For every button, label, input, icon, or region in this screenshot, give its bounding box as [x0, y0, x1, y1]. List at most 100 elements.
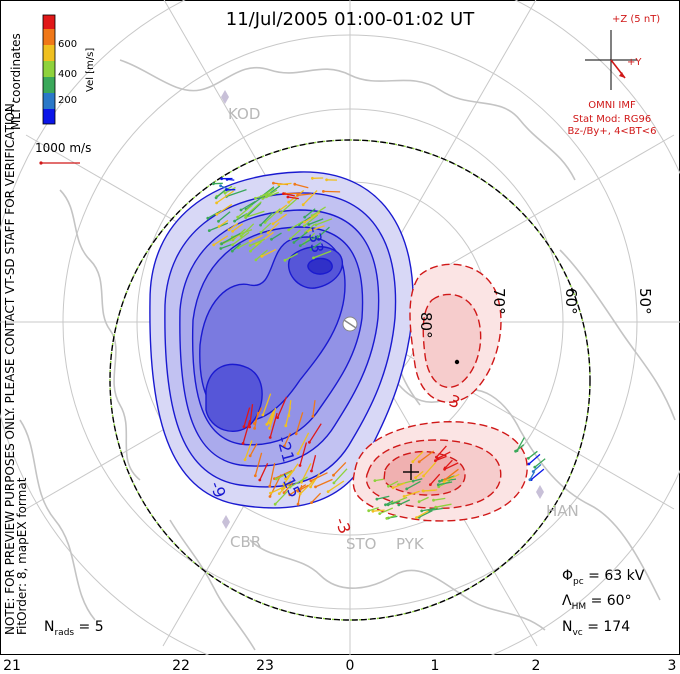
velocity-vector — [412, 478, 423, 482]
imf-z-label: +Z (5 nT) — [612, 14, 660, 25]
velocity-vector-origin — [276, 416, 279, 419]
velocity-vector — [435, 503, 452, 508]
velocity-vector — [255, 249, 268, 261]
velocity-vector-origin — [217, 225, 221, 228]
velocity-vector — [403, 490, 420, 498]
velocity-vector — [307, 225, 325, 232]
velocity-vector-origin — [254, 196, 257, 200]
velocity-vector-origin — [375, 497, 379, 501]
velocity-vector — [284, 252, 299, 261]
velocity-vector — [264, 208, 281, 223]
velocity-vector-origin — [397, 503, 401, 507]
velocity-vector-origin — [271, 222, 275, 226]
velocity-vector-origin — [411, 460, 415, 464]
station-sto: STO — [346, 535, 377, 553]
velocity-vector — [269, 462, 276, 487]
velocity-color-bar: 600 400 200 Vel [m/s] — [42, 14, 96, 125]
velocity-vector-origin — [230, 249, 234, 253]
velocity-vector — [333, 468, 348, 484]
velocity-vector — [443, 473, 460, 483]
velocity-vector — [374, 478, 384, 482]
velocity-vector — [271, 232, 282, 240]
velocity-vector — [218, 211, 231, 222]
velocity-vector-origin — [302, 224, 306, 228]
velocity-vector — [259, 463, 269, 481]
mlt-axis: 21 22 23 0 1 2 3 — [3, 658, 676, 674]
velocity-vector-origin — [332, 481, 336, 485]
velocity-vector-origin — [367, 509, 371, 513]
coordinates-label: MLT coordinates — [9, 33, 23, 130]
svg-text:-3: -3 — [331, 515, 354, 536]
velocity-vector — [295, 412, 304, 434]
velocity-vector — [304, 208, 316, 218]
station-han: HAN — [536, 485, 579, 520]
velocity-vector-origin — [265, 423, 269, 426]
velocity-vector-origin — [284, 477, 287, 481]
velocity-vector-origin — [293, 182, 297, 186]
velocity-vector — [283, 432, 291, 447]
velocity-vector — [232, 231, 250, 246]
velocity-vector — [444, 462, 459, 470]
velocity-vector-origin — [405, 487, 409, 491]
phi-pc: Φpc = 63 kV — [562, 568, 645, 587]
velocity-vector-origin — [268, 436, 272, 439]
velocity-vector-origin — [435, 455, 438, 459]
velocity-vector — [248, 404, 254, 428]
preview-note: NOTE: FOR PREVIEW PURPOSES ONLY. PLEASE … — [3, 99, 17, 635]
velocity-vector-origin — [301, 203, 305, 207]
velocity-vector — [283, 482, 294, 494]
velocity-vector — [529, 471, 536, 481]
velocity-vector — [304, 211, 321, 223]
velocity-vector-origin — [287, 200, 291, 204]
velocity-vector-origin — [259, 223, 262, 227]
velocity-vector-origin — [225, 188, 228, 192]
velocity-vector-origin — [307, 223, 311, 226]
velocity-vector-origin — [309, 247, 313, 251]
velocity-vector-origin — [284, 424, 288, 428]
velocity-vector — [297, 193, 312, 196]
velocity-vector-origin — [371, 509, 375, 513]
velocity-vector-origin — [296, 452, 300, 455]
velocity-vector-origin — [417, 460, 421, 464]
color-bar-tick-400: 400 — [58, 69, 77, 80]
velocity-vector-origin — [528, 478, 532, 482]
velocity-vector-origin — [309, 479, 313, 483]
velocity-vector-origin — [282, 444, 286, 448]
velocity-vector-origin — [266, 231, 270, 235]
imf-stat-mod: Stat Mod: RG96 — [573, 114, 652, 125]
station-label-sto: STO — [346, 535, 377, 553]
velocity-vector — [226, 188, 247, 198]
velocity-vector-origin — [384, 503, 387, 507]
velocity-vector-origin — [270, 237, 273, 241]
velocity-vector — [250, 241, 262, 252]
velocity-vector — [289, 476, 308, 488]
velocity-vector-origin — [442, 480, 446, 484]
velocity-vector — [249, 443, 258, 457]
velocity-vector — [308, 218, 324, 226]
velocity-vector — [267, 222, 280, 234]
mlt-tick-3: 3 — [668, 658, 677, 674]
velocity-vector-origin — [325, 178, 328, 182]
velocity-vector-origin — [248, 244, 252, 247]
velocity-vector — [243, 407, 251, 427]
velocity-vector — [368, 506, 379, 512]
velocity-vector-origin — [402, 495, 406, 498]
station-cbr: CBR — [222, 515, 261, 551]
statistics: Φpc = 63 kV ΛHM = 60° Nvc = 174 Nrads = … — [44, 568, 645, 638]
velocity-scale: 1000 m/s — [35, 141, 91, 165]
velocity-vector-origin — [286, 195, 290, 199]
velocity-vector — [311, 492, 322, 504]
velocity-vector — [272, 213, 288, 225]
velocity-vector — [244, 440, 253, 460]
velocity-vector — [303, 214, 319, 227]
velocity-vector-origin — [422, 474, 425, 478]
velocity-vector-origin — [253, 474, 257, 478]
svg-text:-33: -33 — [304, 225, 327, 254]
velocity-vector-origin — [233, 219, 237, 223]
velocity-vector — [287, 196, 299, 200]
velocity-vector-origin — [527, 462, 531, 466]
velocity-vector — [281, 480, 292, 490]
velocity-vector-origin — [273, 502, 277, 506]
velocity-vector — [269, 412, 278, 438]
velocity-vector — [216, 203, 233, 215]
